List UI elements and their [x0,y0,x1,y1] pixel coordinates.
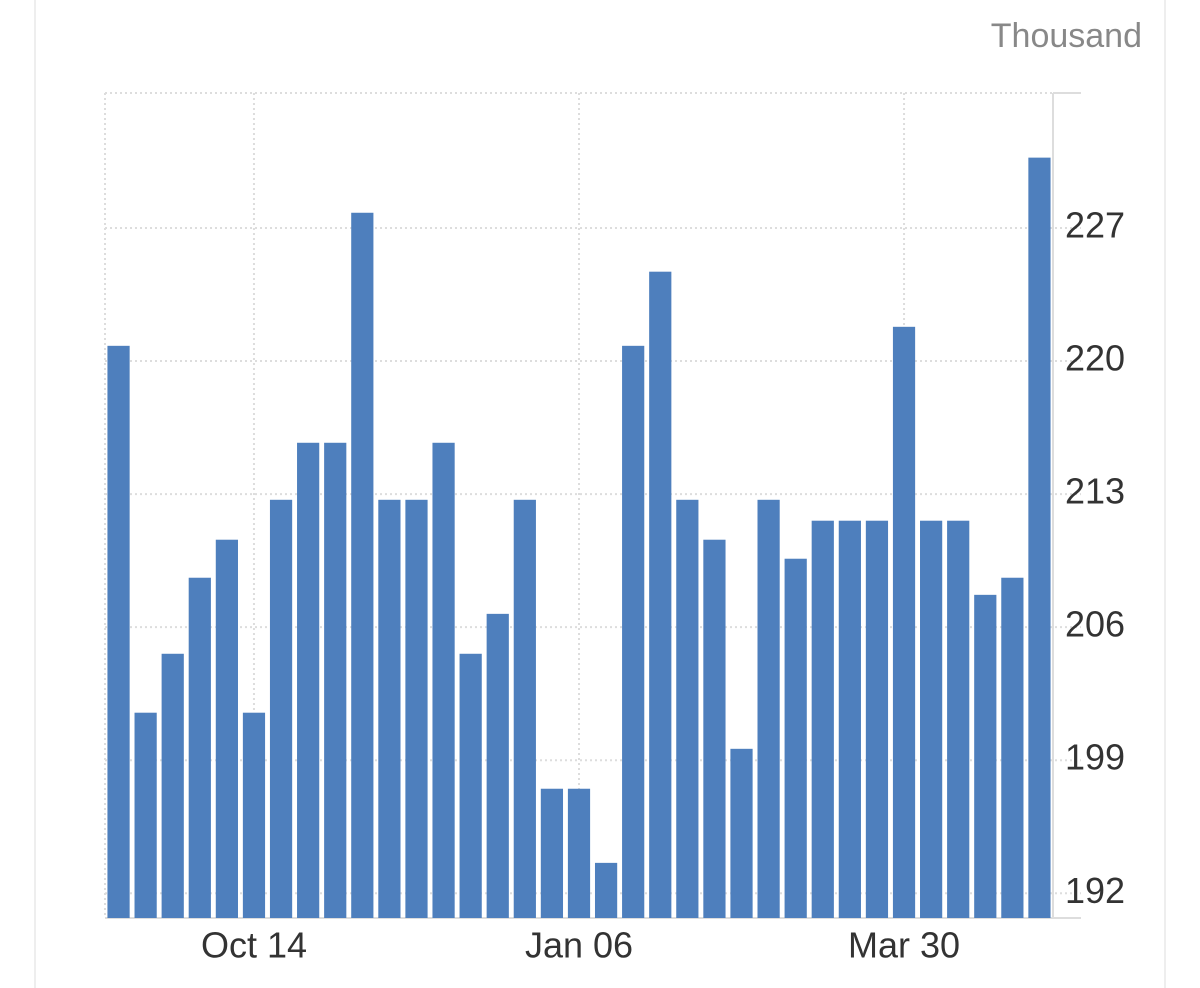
bar [486,613,509,918]
bar [730,748,753,918]
y-tick-label: 206 [1065,604,1125,645]
y-tick-label: 220 [1065,338,1125,379]
bar [594,862,618,918]
bar [188,577,211,918]
y-tick-label: 213 [1065,471,1125,512]
bar [567,788,591,918]
x-tick-label: Oct 14 [201,925,307,966]
y-tick-label: 192 [1065,870,1125,911]
bar [676,499,699,918]
y-tick-label: 199 [1065,737,1125,778]
bar [622,345,645,918]
bar [784,558,807,918]
labels: 192 199 206 213 220 227 Oct 14 Jan 06 Mar 30 [201,204,1125,965]
bar [351,212,374,919]
bar [134,712,157,918]
bar [297,442,320,918]
bar [947,520,970,918]
grid [104,92,1081,919]
bar [811,520,834,918]
bar [513,499,536,918]
unit-label: Thousand [991,17,1142,55]
bar [865,520,889,918]
bar [161,653,184,918]
x-tick-label: Mar 30 [848,925,960,966]
bar [405,499,428,918]
bar [838,520,861,918]
y-tick-label: 227 [1065,204,1125,245]
bar [432,442,455,918]
bar [459,653,482,918]
bar [649,271,672,918]
bar [1028,157,1051,918]
bar [107,345,130,918]
bar [892,326,916,918]
bar [242,712,266,918]
bar [215,539,238,918]
bar [378,499,401,918]
bar [540,788,564,918]
bar [1001,577,1024,918]
bar [269,499,293,918]
bar [974,594,997,918]
bar [920,520,943,918]
bar [324,442,347,918]
x-tick-label: Jan 06 [525,925,633,966]
bars [107,157,1051,919]
bar [757,499,780,918]
bar [703,539,726,918]
